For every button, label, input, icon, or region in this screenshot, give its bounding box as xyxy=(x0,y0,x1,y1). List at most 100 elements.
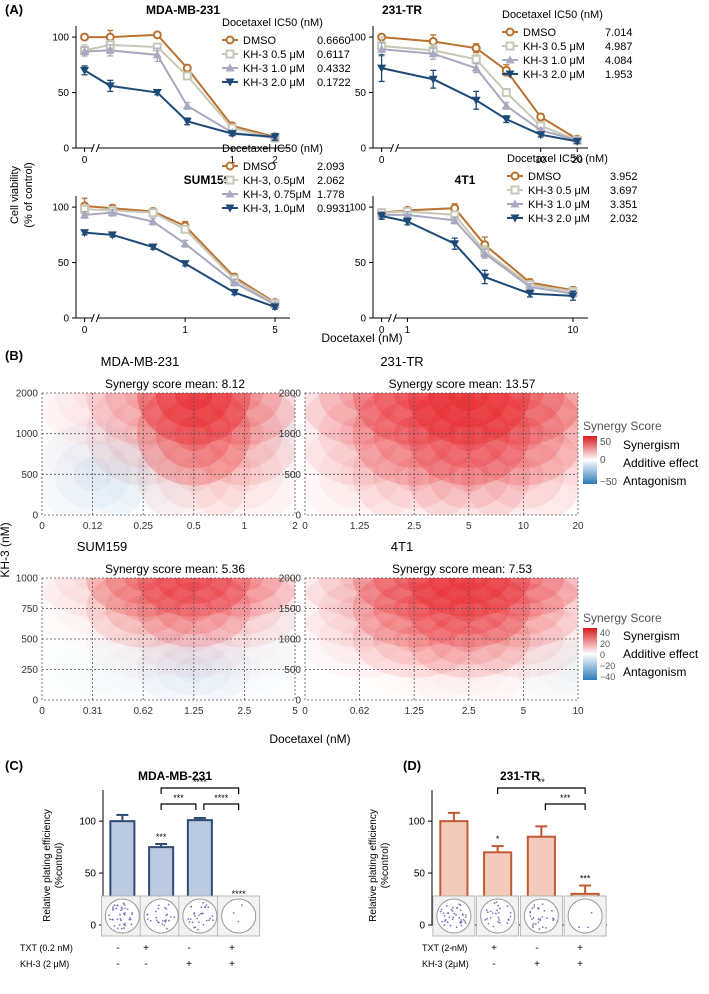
y-tick-label: 100 xyxy=(52,33,69,44)
series-line xyxy=(381,36,578,140)
colony-dot xyxy=(116,918,119,921)
series-3 xyxy=(377,211,578,301)
legend-series-label: KH-3 1.0 μM xyxy=(528,199,590,211)
synergy-cell xyxy=(86,393,201,486)
plate-dish xyxy=(480,898,516,934)
colony-dot xyxy=(126,908,129,911)
legend-series-label: KH-3 2.0 μM xyxy=(243,77,305,89)
colony-dot xyxy=(464,922,467,924)
axis-break-gap xyxy=(389,315,396,321)
colony-dot xyxy=(130,923,133,926)
heatmap-background xyxy=(42,578,295,700)
legend-bottom-tick-3: 0 xyxy=(600,650,605,660)
colony-dot xyxy=(149,919,152,922)
legend-top-title: Synergy Score xyxy=(583,419,662,433)
legend-bottom-synergism: Synergism xyxy=(623,629,680,643)
colony-dot xyxy=(498,919,501,921)
y-tick-label: 500 xyxy=(21,470,38,481)
colony-dot xyxy=(496,909,498,912)
y-tick-label: 0 xyxy=(90,921,96,932)
synergy-cell xyxy=(305,578,422,617)
x-tick-label: 0.31 xyxy=(83,706,103,717)
legend-ic50-value: 0.9931 xyxy=(317,203,351,215)
synergy-cell xyxy=(318,582,401,635)
series-1 xyxy=(377,36,582,145)
x-tick-label: 0 xyxy=(379,155,385,166)
heatmap-subtitle: Synergy score mean: 8.12 xyxy=(105,377,245,391)
inverted-triangle-marker xyxy=(107,231,117,240)
synergy-cell xyxy=(187,578,295,617)
colony-dot xyxy=(131,913,133,916)
colony-dot xyxy=(458,903,461,906)
axis-break-mark xyxy=(395,143,399,153)
synergy-cell xyxy=(407,578,531,648)
colony-dot xyxy=(533,904,536,906)
inverted-triangle-marker xyxy=(568,292,578,301)
legend-series-label: DMSO xyxy=(523,27,556,39)
colony-dot xyxy=(451,918,454,921)
legend-series-label: KH-3, 0.75μM xyxy=(243,189,311,201)
colony-dot xyxy=(198,921,200,924)
colony-dot xyxy=(167,903,170,906)
inverted-triangle-marker xyxy=(428,75,438,84)
y-tick-label: 50 xyxy=(85,869,97,880)
triangle-marker xyxy=(510,199,520,208)
inverted-triangle-marker xyxy=(225,78,235,87)
series-1 xyxy=(80,204,280,309)
y-tick-label: 0 xyxy=(32,696,38,707)
y-tick-label: 1000 xyxy=(279,429,302,440)
y-tick-label: 50 xyxy=(414,869,426,880)
colony-dot xyxy=(119,913,121,916)
colony-dot xyxy=(541,903,544,905)
synergy-cell xyxy=(557,393,578,411)
chart-legend: Docetaxel IC50 (nM) DMSO 2.093 KH-3, 0.5μM 2… xyxy=(222,143,351,215)
synergy-cell xyxy=(352,578,476,617)
inverted-triangle-marker xyxy=(536,131,546,140)
y-tick-label: 50 xyxy=(355,88,367,99)
synergy-cell xyxy=(136,578,251,617)
colony-dot xyxy=(209,917,212,920)
triangle-marker xyxy=(450,215,460,224)
colony-dot xyxy=(205,919,208,922)
series-line xyxy=(381,213,574,295)
triangle-marker xyxy=(501,101,511,110)
treatment-c-sign: - xyxy=(144,959,147,970)
bar-ylabel-line2: (%control) xyxy=(380,843,391,889)
colony-dot xyxy=(541,916,544,918)
legend-series-label: KH-3, 0.5μM xyxy=(243,175,305,187)
treatment-c-txt-label: TXT (0.2 nM) xyxy=(20,943,73,953)
axis-break-gap xyxy=(92,315,99,321)
x-tick-label: 0.62 xyxy=(350,706,370,717)
square-marker xyxy=(148,208,158,218)
series-line xyxy=(381,214,574,297)
x-tick-label: 2.5 xyxy=(407,521,421,532)
plating-chart-mda-mb-231: MDA-MB-231 Relative plating efficiency (%c… xyxy=(42,769,261,937)
colony-dot xyxy=(552,917,554,920)
heatmap-title: MDA-MB-231 xyxy=(101,354,180,369)
significance-bracket xyxy=(160,787,240,794)
legend-top-colorbar xyxy=(583,436,597,484)
colony-dot xyxy=(123,914,126,916)
inverted-triangle-marker xyxy=(377,212,387,221)
colony-dot xyxy=(111,918,114,921)
colony-dot xyxy=(448,916,451,919)
circle-marker xyxy=(225,161,235,171)
y-tick-label: 500 xyxy=(21,635,38,646)
y-tick-label: 100 xyxy=(349,203,366,214)
synergy-cell xyxy=(537,393,578,428)
colony-dot xyxy=(531,918,533,921)
series-line xyxy=(381,44,578,142)
axis-break-gap xyxy=(92,145,99,151)
triangle-marker xyxy=(107,208,117,217)
circle-marker xyxy=(505,27,515,37)
colony-dot xyxy=(444,919,447,921)
colony-dot xyxy=(120,909,123,912)
colony-dot xyxy=(578,926,580,929)
x-tick-label: 5 xyxy=(272,325,278,336)
synergy-cell xyxy=(448,578,490,591)
legend-series-label: KH-3 2.0 μM xyxy=(523,69,585,81)
treatment-c-sign: + xyxy=(143,943,149,954)
inverted-triangle-marker xyxy=(182,117,192,126)
colony-dot xyxy=(212,919,214,922)
